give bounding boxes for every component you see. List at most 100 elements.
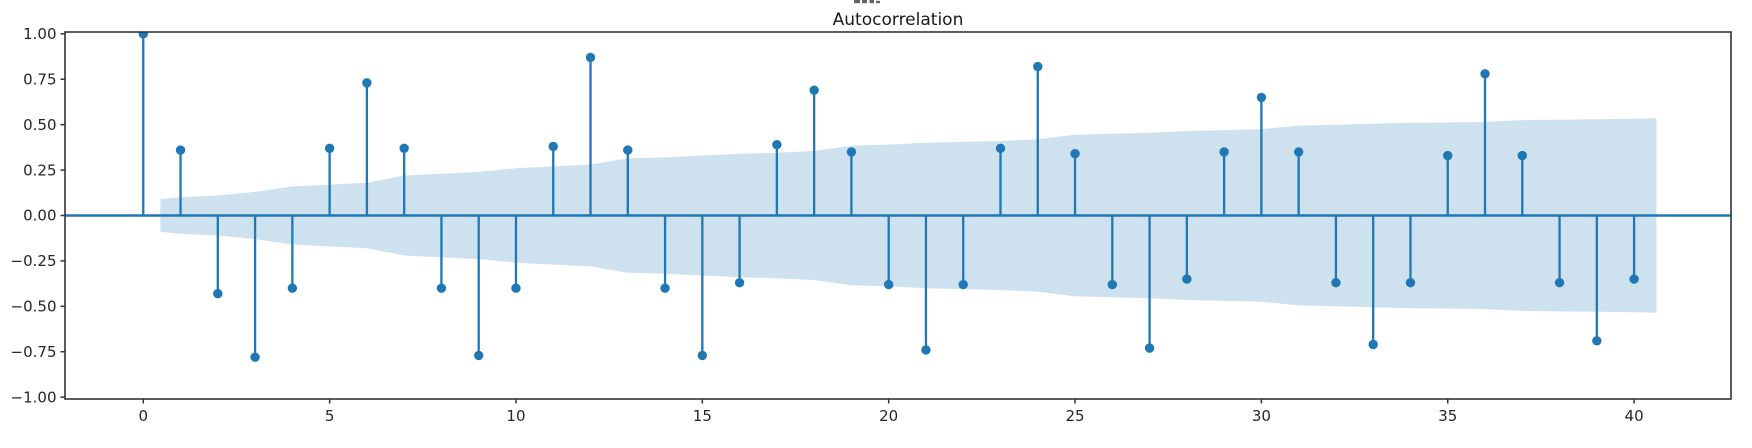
acf-stem bbox=[399, 143, 409, 216]
acf-stem bbox=[1033, 61, 1043, 216]
stem-marker bbox=[1219, 147, 1229, 157]
acf-stem bbox=[175, 145, 186, 216]
stem-marker bbox=[883, 279, 894, 290]
data-layer bbox=[65, 32, 1731, 362]
acf-stem bbox=[436, 215, 447, 293]
acf-stem bbox=[362, 78, 372, 216]
acf-stem bbox=[809, 85, 819, 216]
x-tick-label: 5 bbox=[325, 407, 335, 425]
stem-marker bbox=[585, 52, 596, 63]
stem-marker bbox=[921, 345, 931, 355]
stem-marker bbox=[958, 279, 968, 290]
stem-marker bbox=[362, 78, 372, 88]
y-tick-label: 0.50 bbox=[23, 116, 56, 134]
acf-stem bbox=[1256, 92, 1267, 216]
stem-marker bbox=[1107, 279, 1118, 290]
stem-marker bbox=[772, 139, 782, 150]
stem-marker bbox=[474, 350, 484, 361]
acf-stem bbox=[138, 32, 148, 216]
stem-marker bbox=[734, 278, 745, 288]
acf-stem bbox=[511, 215, 521, 293]
stem-marker bbox=[809, 85, 819, 95]
clipped-suptitle-fragment bbox=[854, 0, 880, 4]
stem-marker bbox=[1629, 274, 1639, 284]
y-tick-label: 0.25 bbox=[23, 161, 56, 179]
stem-marker bbox=[250, 352, 260, 362]
acf-stem bbox=[1443, 150, 1453, 216]
x-tick-label: 25 bbox=[1065, 407, 1084, 425]
acf-stem bbox=[1182, 215, 1192, 284]
stem-marker bbox=[1517, 150, 1527, 161]
acf-stem bbox=[1592, 215, 1602, 346]
acf-stem bbox=[1070, 149, 1080, 216]
acf-stem bbox=[1517, 150, 1527, 216]
y-tick-label: −1.00 bbox=[11, 388, 57, 406]
stem-marker bbox=[1331, 278, 1341, 288]
acf-stem bbox=[287, 215, 298, 293]
x-tick-label: 10 bbox=[506, 407, 525, 425]
chart-title: Autocorrelation bbox=[833, 10, 964, 30]
acf-stem bbox=[213, 215, 223, 299]
acf-stem bbox=[883, 215, 894, 290]
acf-stem bbox=[1554, 215, 1565, 288]
stem-marker bbox=[175, 145, 186, 155]
stem-marker bbox=[1182, 274, 1192, 284]
acf-stem bbox=[623, 145, 633, 216]
x-tick-label: 0 bbox=[138, 407, 148, 425]
acf-stem bbox=[1107, 215, 1118, 290]
stem-marker bbox=[1405, 278, 1416, 288]
stem-marker bbox=[1368, 339, 1378, 350]
acf-stem bbox=[1368, 215, 1378, 350]
stem-marker bbox=[399, 143, 409, 153]
y-tick-label: 1.00 bbox=[23, 25, 56, 43]
stem-marker bbox=[1554, 278, 1565, 288]
stem-marker bbox=[1033, 61, 1043, 72]
acf-stem bbox=[585, 52, 596, 216]
acf-stem bbox=[958, 215, 968, 290]
y-tick-label: −0.25 bbox=[11, 252, 57, 270]
stem-marker bbox=[1293, 147, 1304, 157]
stem-marker bbox=[436, 283, 447, 293]
x-tick-label: 15 bbox=[693, 407, 712, 425]
acf-stem bbox=[1480, 69, 1490, 216]
stem-marker bbox=[548, 141, 558, 152]
stem-marker bbox=[511, 283, 521, 293]
stem-marker bbox=[213, 288, 223, 299]
stem-marker bbox=[697, 350, 708, 361]
acf-stem bbox=[1331, 215, 1341, 288]
x-tick-label: 35 bbox=[1438, 407, 1457, 425]
x-tick-label: 40 bbox=[1625, 407, 1644, 425]
acf-stem bbox=[921, 215, 931, 355]
acf-stem bbox=[660, 215, 670, 293]
y-tick-label: 0.00 bbox=[23, 207, 56, 225]
stem-marker bbox=[1256, 92, 1267, 103]
acf-stem bbox=[548, 141, 558, 216]
acf-stem bbox=[324, 143, 335, 216]
acf-stem bbox=[1293, 147, 1304, 216]
stem-marker bbox=[1144, 343, 1155, 353]
acf-stem bbox=[697, 215, 708, 361]
acf-stem bbox=[1629, 215, 1639, 284]
y-tick-label: −0.75 bbox=[11, 343, 57, 361]
x-tick-label: 30 bbox=[1252, 407, 1271, 425]
stem-marker bbox=[287, 283, 298, 293]
acf-stem bbox=[846, 147, 857, 216]
acf-stem bbox=[772, 139, 782, 216]
acf-stem bbox=[474, 215, 484, 361]
axes-layer: 1.00 0.75 0.50 0.25 0.00 −0.25 −0.50 −0.75 −1.00… bbox=[11, 25, 1732, 425]
stem-marker bbox=[324, 143, 335, 153]
stem-marker bbox=[623, 145, 633, 155]
stem-marker bbox=[846, 147, 857, 157]
stem-marker bbox=[1592, 336, 1602, 346]
stem-marker bbox=[1070, 149, 1080, 159]
x-tick-label: 20 bbox=[879, 407, 898, 425]
stem-marker bbox=[138, 32, 148, 39]
acf-stem bbox=[734, 215, 745, 288]
stem-marker bbox=[660, 283, 670, 293]
acf-stem bbox=[995, 143, 1006, 216]
stem-marker bbox=[995, 143, 1006, 153]
stem-marker bbox=[1480, 69, 1490, 79]
acf-stem bbox=[1219, 147, 1229, 216]
